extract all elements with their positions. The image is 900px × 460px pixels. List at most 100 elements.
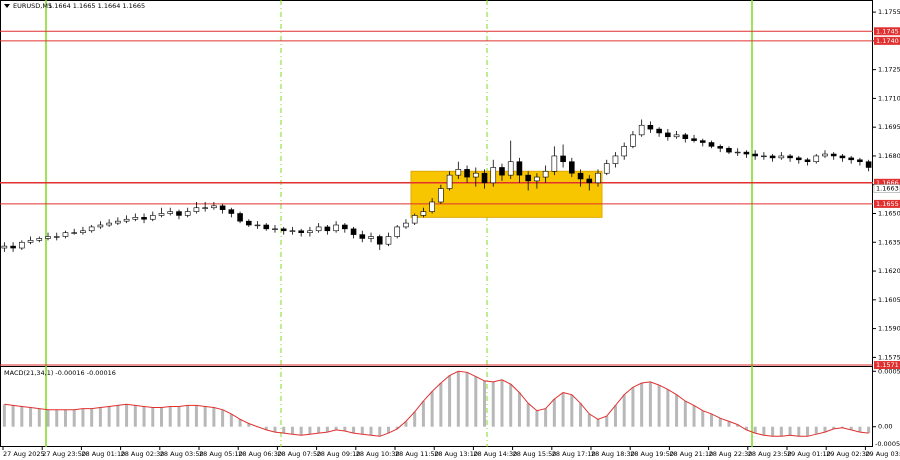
- macd-bar: [212, 407, 216, 427]
- macd-bar: [692, 405, 696, 427]
- x-tick-label: 28 Aug 18:30: [591, 450, 635, 458]
- x-tick-label: 28 Aug 07:50: [277, 450, 321, 458]
- candle-body: [307, 230, 313, 233]
- candle-body: [211, 205, 217, 209]
- macd-bar: [360, 426, 364, 435]
- candle-body: [638, 124, 645, 136]
- candle-body: [656, 128, 662, 134]
- x-tick-label: 28 Aug 19:50: [630, 450, 674, 458]
- macd-bar: [666, 389, 670, 427]
- macd-bar: [657, 385, 661, 427]
- candle-body: [752, 153, 758, 157]
- candle-body: [10, 245, 16, 249]
- candle-body: [560, 155, 566, 163]
- candle-body: [298, 230, 304, 233]
- x-tick-label: 27 Aug 23:50: [42, 450, 86, 458]
- candle-body: [472, 172, 479, 178]
- macd-bar: [46, 409, 50, 427]
- candle-body: [149, 215, 156, 220]
- x-tick-label: 28 Aug 21:10: [669, 450, 713, 458]
- x-tick-label: 28 Aug 11:50: [395, 450, 439, 458]
- candle-body: [115, 220, 121, 224]
- candle-body: [481, 172, 488, 184]
- x-tick-label: 28 Aug 06:30: [238, 450, 282, 458]
- candle-body: [734, 151, 741, 154]
- candle-body: [630, 134, 636, 147]
- macd-bar: [11, 405, 15, 427]
- price-tag-label: 1.1663: [876, 185, 899, 193]
- candle-body: [691, 138, 697, 141]
- x-tick-label: 28 Aug 22:30: [709, 450, 753, 458]
- level-tag-label: 1.1571: [876, 361, 899, 369]
- macd-bar: [325, 426, 329, 433]
- candle-body: [455, 169, 462, 176]
- macd-bar: [299, 426, 303, 436]
- candle-body: [71, 232, 78, 234]
- macd-bar: [273, 426, 277, 433]
- macd-bar: [640, 383, 644, 427]
- x-tick-label: 29 Aug 01:10: [787, 450, 831, 458]
- level-tag: [874, 361, 900, 370]
- candle-body: [787, 155, 793, 159]
- candle-body: [621, 146, 627, 157]
- candle-body: [19, 241, 25, 249]
- x-tick-label: 28 Aug 23:50: [748, 450, 792, 458]
- symbol-label: EURUSD,M5: [13, 2, 52, 10]
- candle-body: [699, 140, 706, 143]
- macd-bar: [20, 406, 24, 427]
- macd-bar: [72, 409, 76, 427]
- macd-bar: [736, 424, 740, 427]
- macd-bar: [125, 404, 129, 427]
- menu-arrow[interactable]: [4, 4, 10, 8]
- candle-body: [848, 157, 854, 161]
- candle-body: [595, 172, 601, 184]
- macd-bar: [203, 406, 207, 427]
- macd-bar: [753, 426, 757, 434]
- candle-body: [272, 228, 278, 230]
- candle-body: [804, 159, 811, 163]
- y-tick-label: 1.1710: [878, 94, 900, 102]
- macd-bar: [404, 421, 408, 427]
- level-tag-label: 1.1745: [876, 27, 899, 35]
- macd-bar: [107, 406, 111, 427]
- candle-body: [551, 155, 558, 172]
- macd-bar: [29, 407, 33, 427]
- macd-bar: [413, 411, 417, 427]
- candle-body: [525, 174, 531, 182]
- candle-body: [368, 236, 374, 239]
- macd-bar: [334, 426, 338, 430]
- candle-body: [717, 146, 724, 149]
- macd-bar: [622, 394, 626, 427]
- candle-body: [603, 163, 610, 174]
- macd-bar: [823, 426, 827, 433]
- macd-bar: [142, 406, 146, 427]
- macd-bar: [483, 380, 487, 427]
- candle-body: [219, 205, 226, 210]
- candle-body: [830, 153, 837, 157]
- macd-bar: [631, 387, 635, 427]
- macd-bar: [369, 426, 373, 436]
- candle-body: [499, 167, 505, 176]
- candle-body: [27, 240, 34, 243]
- candle-body: [507, 161, 514, 176]
- macd-bar: [90, 408, 94, 427]
- x-tick-label: 28 Aug 17:10: [552, 450, 596, 458]
- candle-body: [80, 230, 86, 233]
- macd-bar: [727, 421, 731, 427]
- candle-body: [106, 222, 112, 226]
- macd-bar: [867, 426, 871, 434]
- y-tick-label: 1.1755: [878, 8, 900, 16]
- level-tag: [874, 199, 900, 208]
- x-tick-label: 28 Aug 13:10: [434, 450, 478, 458]
- quote-label: 1.1664 1.1665 1.1664 1.1665: [48, 2, 145, 10]
- macd-signal-line: [4, 370, 869, 437]
- x-tick-label: 28 Aug 03:50: [160, 450, 204, 458]
- x-tick-label: 28 Aug 05:10: [199, 450, 243, 458]
- candle-body: [769, 155, 776, 159]
- candle-body: [263, 224, 270, 230]
- candle-body: [682, 134, 689, 139]
- candle-body: [176, 211, 182, 216]
- macd-bar: [352, 426, 356, 434]
- macd-bar: [544, 408, 548, 427]
- candle-body: [1, 245, 8, 249]
